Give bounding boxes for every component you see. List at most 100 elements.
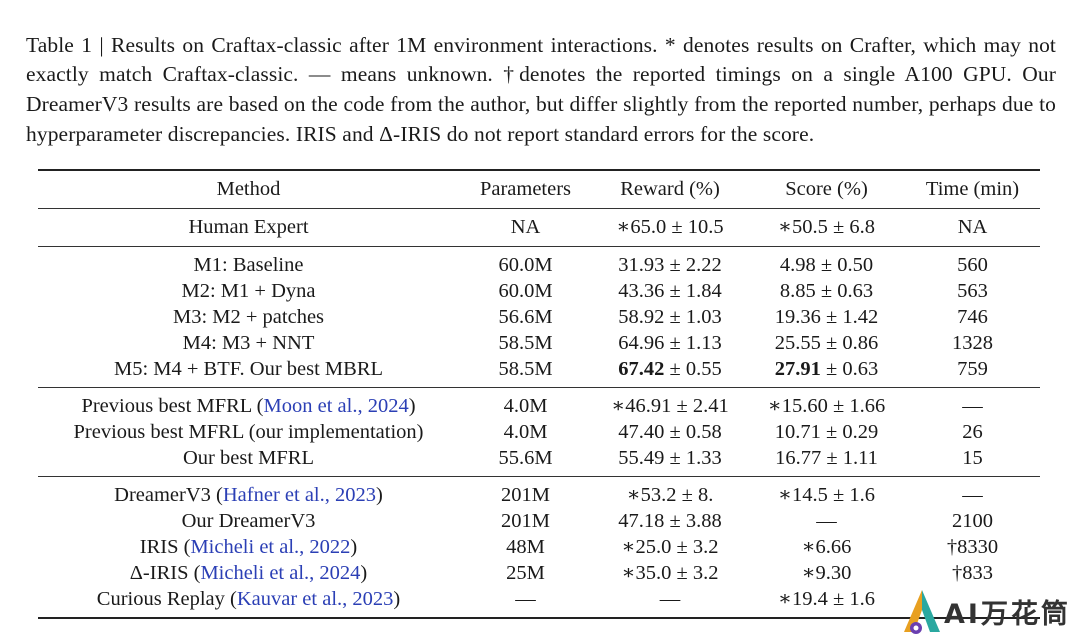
citation-link[interactable]: Micheli et al., 2024 [200,562,361,584]
group-mfrl: Previous best MFRL (Moon et al., 2024) 4… [38,387,1040,476]
header-reward: Reward (%) [620,178,720,200]
cell-reward: 47.40 ± 0.58 [618,421,722,443]
logo-mark-icon [904,590,940,634]
cell-method: M3: M2 + patches [172,306,325,328]
method-close-paren: ) [376,484,383,506]
table-row: Δ-IRIS (Micheli et al., 2024) 25M ∗35.0 … [38,560,1040,586]
table-header-row: Method Parameters Reward (%) Score (%) T… [38,171,1040,208]
citation-link[interactable]: Hafner et al., 2023 [222,484,376,506]
table-row: Previous best MFRL (Moon et al., 2024) 4… [38,393,1040,419]
method-text: Previous best MFRL ( [81,395,264,417]
cell-params: 201M [501,484,550,506]
cell-time: 759 [957,358,988,380]
cell-score: 16.77 ± 1.11 [775,447,878,469]
cell-method: Previous best MFRL (our implementation) [73,421,424,443]
cell-method: Curious Replay (Kauvar et al., 2023) [38,586,459,612]
cell-params: 58.5M [498,358,553,380]
cell-score: 8.85 ± 0.63 [779,280,874,302]
method-text: Δ-IRIS ( [129,562,201,584]
cell-params: 4.0M [503,421,548,443]
cell-time: — [962,484,983,506]
cell-method: Previous best MFRL (Moon et al., 2024) [38,393,459,419]
cell-score: ∗15.60 ± 1.66 [767,395,886,417]
reward-bold-value: 67.42 [618,358,665,380]
watermark-text: AI万花筒 [944,599,1071,630]
score-error: ± 0.63 [820,358,879,380]
citation-link[interactable]: Kauvar et al., 2023 [236,588,394,610]
table-row: M1: Baseline 60.0M 31.93 ± 2.22 4.98 ± 0… [38,252,1040,278]
cell-score: ∗9.30 [801,562,852,584]
table-row: Previous best MFRL (our implementation) … [38,419,1040,445]
cell-score: ∗14.5 ± 1.6 [778,484,875,506]
cell-time: — [962,395,983,417]
cell-reward: 67.42 ± 0.55 [592,356,748,382]
cell-method: IRIS (Micheli et al., 2022) [38,534,459,560]
table-row-human-expert: Human Expert NA ∗65.0 ± 10.5 ∗50.5 ± 6.8… [38,208,1040,246]
cell-reward: 58.92 ± 1.03 [618,306,722,328]
cell-reward: 31.93 ± 2.22 [618,254,722,276]
cell-params: 60.0M [498,280,553,302]
cell-params: 56.6M [498,306,553,328]
method-close-paren: ) [350,536,358,558]
cell-reward: ∗35.0 ± 3.2 [621,562,719,584]
cell-reward: ∗65.0 ± 10.5 [616,216,724,238]
method-close-paren: ) [393,588,401,610]
cell-method: Our DreamerV3 [181,510,316,532]
cell-time: NA [957,216,988,238]
cell-time: 563 [957,280,988,302]
watermark-logo: AI万花筒 [900,588,1072,636]
table-row-best-mbrl: M5: M4 + BTF. Our best MBRL 58.5M 67.42 … [38,356,1040,382]
table-caption: Table 1 | Results on Craftax-classic aft… [26,32,1056,146]
cell-time: †8330 [946,536,999,558]
cell-time: 26 [962,421,983,443]
table-row: Our best MFRL 55.6M 55.49 ± 1.33 16.77 ±… [38,445,1040,471]
cell-params: 58.5M [498,332,553,354]
cell-reward: 43.36 ± 1.84 [618,280,722,302]
group-mbrl: M1: Baseline 60.0M 31.93 ± 2.22 4.98 ± 0… [38,246,1040,387]
cell-time: 746 [957,306,988,328]
table-row: M3: M2 + patches 56.6M 58.92 ± 1.03 19.3… [38,304,1040,330]
method-text: DreamerV3 ( [114,484,223,506]
table-row: IRIS (Micheli et al., 2022) 48M ∗25.0 ± … [38,534,1040,560]
results-table: Method Parameters Reward (%) Score (%) T… [38,169,1040,619]
cell-score: 25.55 ± 0.86 [774,332,879,354]
cell-reward: ∗25.0 ± 3.2 [621,536,719,558]
cell-params: — [515,588,536,610]
cell-reward: 64.96 ± 1.13 [618,332,722,354]
method-close-paren: ) [408,395,416,417]
method-text: Curious Replay ( [96,588,237,610]
cell-score: — [816,510,837,532]
citation-link[interactable]: Moon et al., 2024 [263,395,409,417]
score-bold-value: 27.91 [774,358,821,380]
cell-params: 60.0M [498,254,553,276]
cell-time: 2100 [952,510,993,532]
group-other-methods: DreamerV3 (Hafner et al., 2023) 201M ∗53… [38,476,1040,617]
cell-params: 201M [501,510,550,532]
cell-score: 27.91 ± 0.63 [748,356,905,382]
cell-reward: ∗46.91 ± 2.41 [611,395,729,417]
cell-params: 48M [506,536,545,558]
cell-reward: 55.49 ± 1.33 [618,447,722,469]
header-score: Score (%) [785,178,868,200]
header-method: Method [216,178,281,200]
cell-time: †833 [952,562,993,584]
cell-method: Human Expert [188,216,309,238]
cell-score: 10.71 ± 0.29 [774,421,879,443]
cell-score: 19.36 ± 1.42 [774,306,879,328]
cell-params: 25M [506,562,545,584]
cell-method: Δ-IRIS (Micheli et al., 2024) [38,560,459,586]
citation-link[interactable]: Micheli et al., 2022 [190,536,351,558]
cell-method: M1: Baseline [193,254,304,276]
cell-score: 4.98 ± 0.50 [779,254,874,276]
cell-time: 15 [962,447,983,469]
reward-error: ± 0.55 [664,358,722,380]
table-row: M2: M1 + Dyna 60.0M 43.36 ± 1.84 8.85 ± … [38,278,1040,304]
cell-params: 55.6M [498,447,553,469]
cell-method: M4: M3 + NNT [182,332,315,354]
cell-time: 560 [957,254,988,276]
method-close-paren: ) [360,562,368,584]
header-time: Time (min) [925,178,1020,200]
table-row: Curious Replay (Kauvar et al., 2023) — —… [38,586,1040,612]
cell-score: ∗50.5 ± 6.8 [778,216,875,238]
cell-method: M2: M1 + Dyna [181,280,316,302]
